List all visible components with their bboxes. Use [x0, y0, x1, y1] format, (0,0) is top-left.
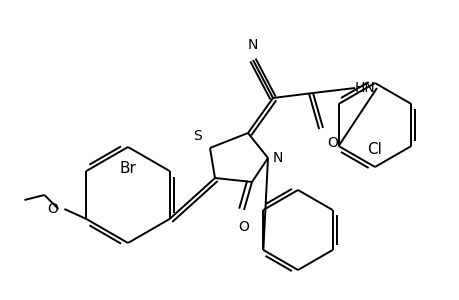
Text: S: S: [193, 129, 202, 143]
Text: O: O: [326, 136, 337, 150]
Text: O: O: [238, 220, 249, 234]
Text: N: N: [247, 38, 257, 52]
Text: O: O: [47, 202, 58, 216]
Text: N: N: [272, 151, 283, 165]
Text: HN: HN: [354, 81, 375, 95]
Text: Cl: Cl: [367, 142, 381, 157]
Text: Br: Br: [119, 161, 136, 176]
